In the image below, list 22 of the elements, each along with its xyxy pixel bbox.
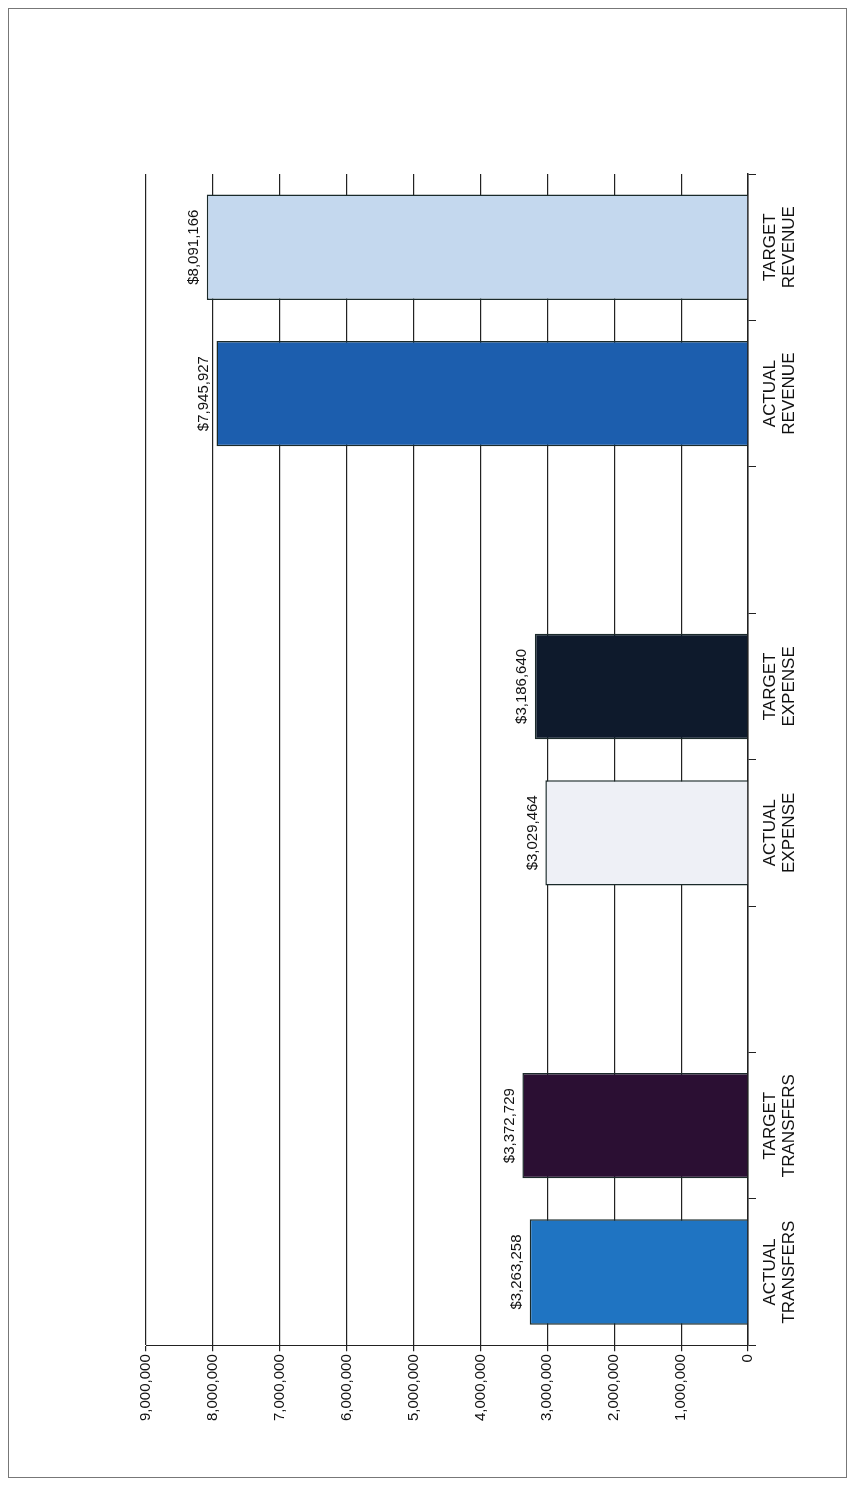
y-tick-label: TARGET EXPENSE: [760, 646, 799, 727]
data-label: $3,029,464: [523, 795, 540, 871]
y-tick-label: ACTUAL REVENUE: [760, 352, 799, 435]
data-label: $8,091,166: [184, 209, 202, 285]
x-tick-label: 7,000,000: [269, 1354, 287, 1421]
x-tick-label: 4,000,000: [470, 1354, 488, 1421]
x-tick-label: 8,000,000: [203, 1354, 221, 1421]
y-tick-label: TARGET REVENUE: [760, 206, 799, 289]
data-label: $3,372,729: [500, 1088, 518, 1164]
x-tick-label: 2,000,000: [604, 1354, 622, 1421]
data-label: $3,186,640: [512, 648, 530, 724]
x-tick-label: 9,000,000: [136, 1354, 154, 1421]
x-tick-label: 1,000,000: [671, 1354, 689, 1421]
y-tick-label: ACTUAL TRANSFERS: [760, 1220, 799, 1324]
data-label: $3,263,258: [507, 1234, 525, 1310]
data-label: $7,945,927: [194, 356, 212, 432]
y-tick-label: ACTUAL EXPENSE: [760, 792, 799, 873]
x-tick-label: 6,000,000: [336, 1354, 354, 1421]
x-tick-label: 5,000,000: [403, 1354, 421, 1421]
x-tick-label: 0: [738, 1354, 756, 1363]
y-tick-label: TARGET TRANSFERS: [760, 1074, 799, 1178]
x-tick-label: 3,000,000: [537, 1354, 555, 1421]
